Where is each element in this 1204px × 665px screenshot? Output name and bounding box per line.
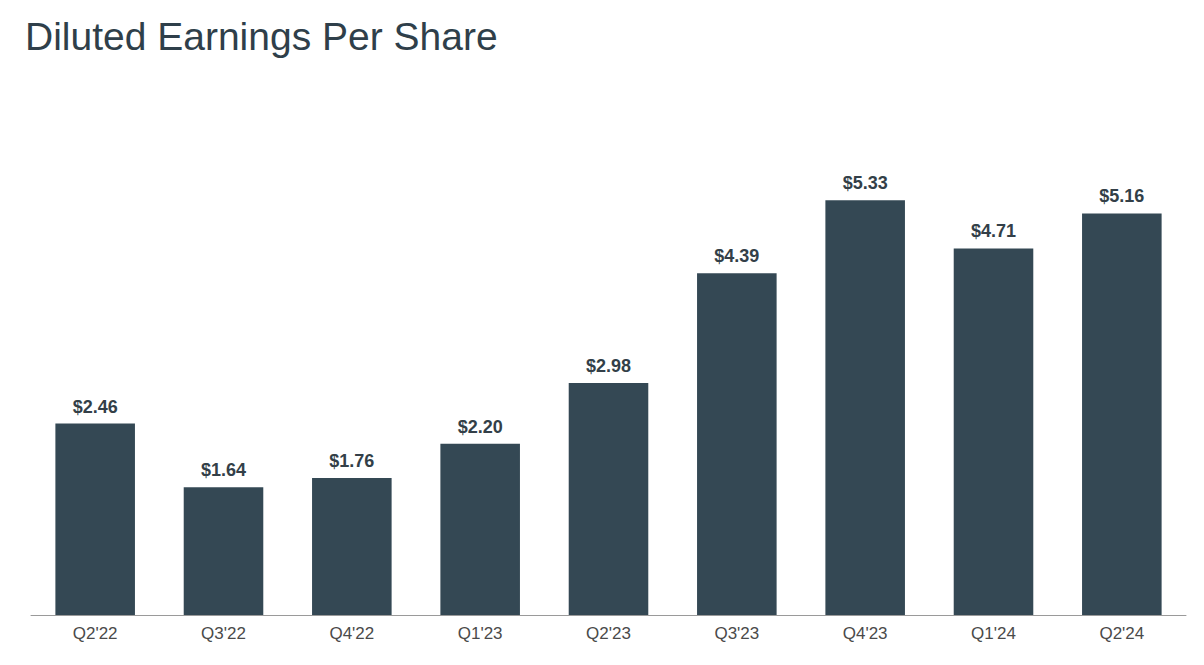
svg-text:$2.98: $2.98 [586,356,631,376]
svg-text:Q2'24: Q2'24 [1099,624,1144,643]
svg-text:Q2'23: Q2'23 [586,624,631,643]
svg-text:$4.39: $4.39 [714,246,759,266]
svg-text:Q4'23: Q4'23 [843,624,888,643]
svg-text:Diluted Earnings Per Share: Diluted Earnings Per Share [25,15,498,58]
svg-text:Q1'23: Q1'23 [458,624,503,643]
svg-text:Q2'22: Q2'22 [73,624,118,643]
svg-text:$5.16: $5.16 [1099,186,1144,206]
svg-text:$1.76: $1.76 [329,451,374,471]
svg-text:$2.46: $2.46 [73,397,118,417]
svg-text:Q3'22: Q3'22 [201,624,246,643]
svg-text:$1.64: $1.64 [201,460,246,480]
svg-text:$4.71: $4.71 [971,221,1016,241]
svg-text:$5.33: $5.33 [843,173,888,193]
svg-text:Q4'22: Q4'22 [329,624,374,643]
svg-text:$2.20: $2.20 [458,417,503,437]
svg-text:Q3'23: Q3'23 [714,624,759,643]
svg-text:Q1'24: Q1'24 [971,624,1016,643]
